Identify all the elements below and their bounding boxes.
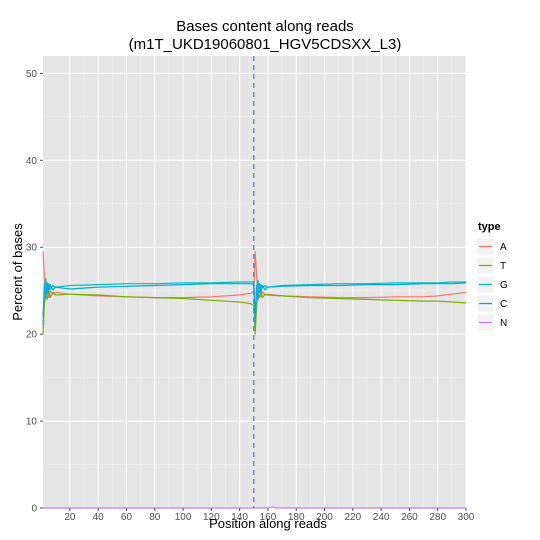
x-tick-label: 20	[64, 512, 76, 523]
legend-label-G: G	[500, 280, 508, 291]
x-tick-label: 220	[344, 512, 361, 523]
x-tick-label: 180	[288, 512, 305, 523]
x-axis-ticks: 20 40 60 80 100 120 140 160 180 200 220 240 260 280 30…	[64, 508, 475, 523]
y-tick-label: 40	[26, 156, 38, 167]
legend-label-A: A	[500, 242, 507, 253]
x-tick-label: 100	[175, 512, 192, 523]
x-tick-label: 200	[316, 512, 333, 523]
series-line-A	[42, 251, 467, 299]
series-line-N	[43, 506, 466, 509]
x-tick-label: 240	[373, 512, 390, 523]
y-tick-label: 0	[31, 504, 37, 515]
y-tick-label: 30	[26, 243, 38, 254]
legend-label-C: C	[500, 299, 507, 310]
chart-title-line2: (m1T_UKD19060801_HGV5CDSXX_L3)	[129, 36, 402, 53]
chart-title-line1: Bases content along reads	[176, 18, 354, 35]
y-tick-label: 20	[26, 330, 38, 341]
x-tick-label: 280	[429, 512, 446, 523]
x-tick-label: 60	[121, 512, 133, 523]
x-tick-label: 80	[149, 512, 161, 523]
legend-label-T: T	[500, 261, 506, 272]
series-lines	[42, 251, 467, 509]
grid-minor	[43, 56, 466, 508]
y-axis-ticks: 0 10 20 30 40 50	[26, 69, 43, 515]
series-line-C	[42, 282, 467, 318]
x-tick-label: 160	[260, 512, 277, 523]
legend-title: type	[478, 221, 501, 233]
y-tick-label: 10	[26, 417, 38, 428]
x-tick-label: 140	[231, 512, 248, 523]
y-tick-label: 50	[26, 69, 38, 80]
x-tick-label: 260	[401, 512, 418, 523]
x-tick-label: 120	[203, 512, 220, 523]
y-axis-label: Percent of bases	[10, 223, 25, 321]
x-axis-label: Position along reads	[209, 516, 327, 531]
x-tick-label: 300	[458, 512, 475, 523]
x-tick-label: 40	[93, 512, 105, 523]
legend-label-N: N	[500, 318, 507, 329]
